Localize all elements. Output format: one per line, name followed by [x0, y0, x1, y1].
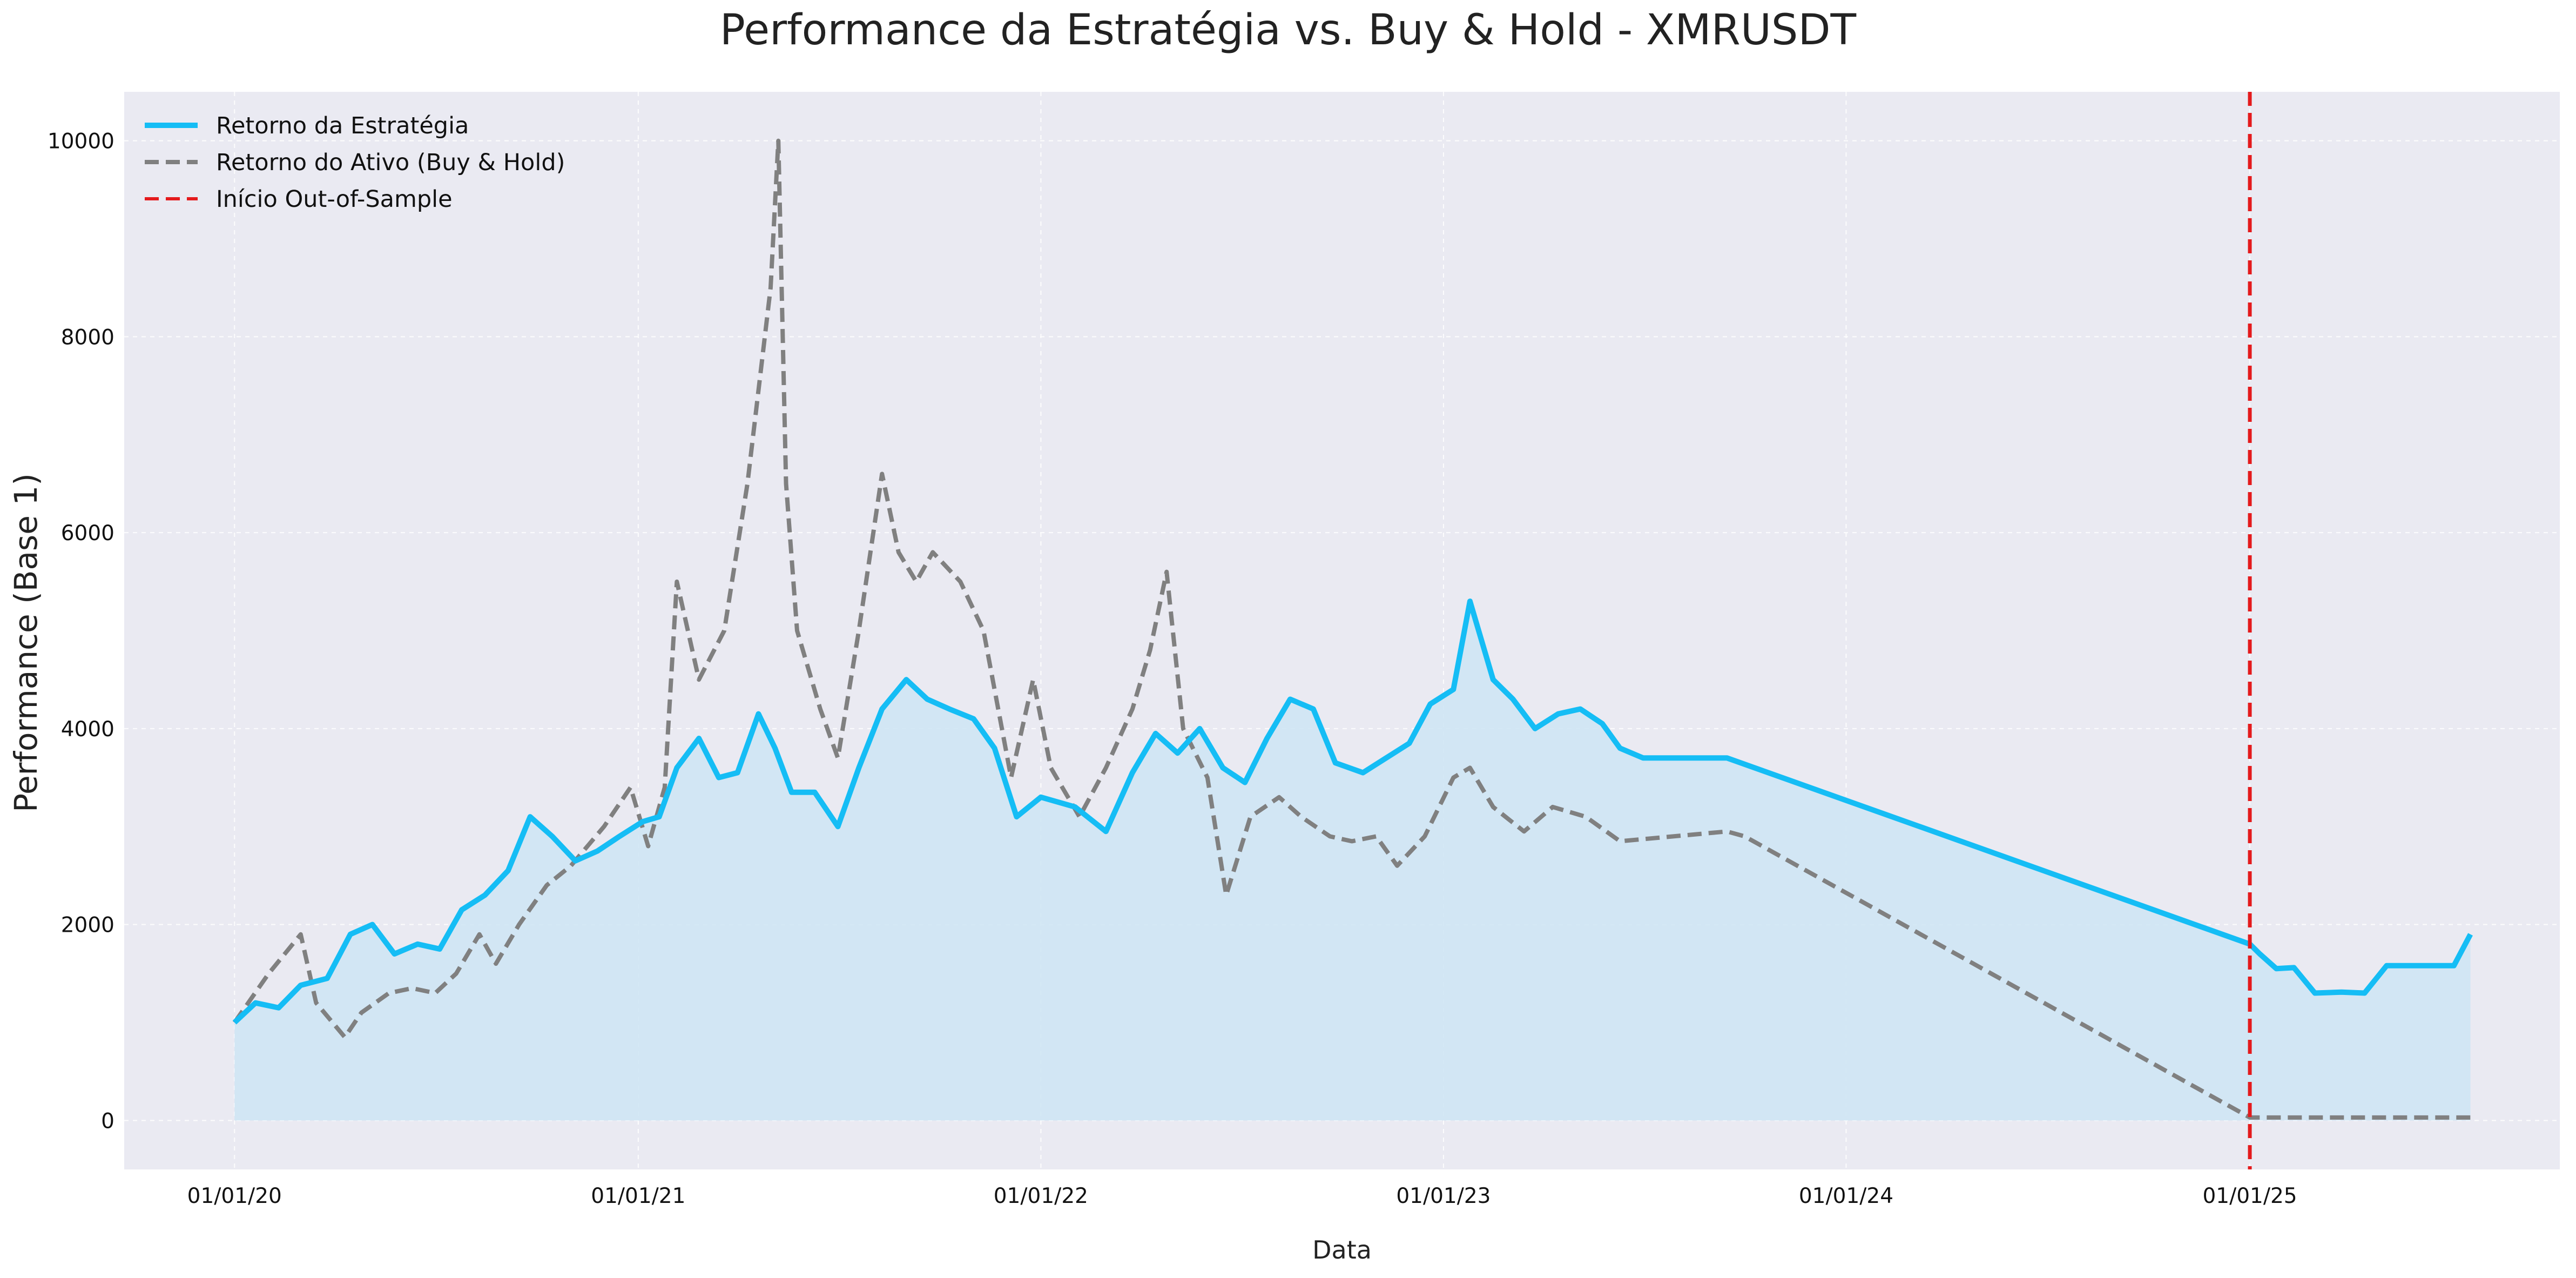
x-tick-label-2: 01/01/22 — [994, 1184, 1088, 1208]
x-axis-label: Data — [1312, 1235, 1372, 1264]
y-tick-label-3: 6000 — [61, 521, 114, 546]
y-axis-ticks: 0 2000 4000 6000 8000 10000 — [48, 130, 114, 1134]
x-tick-label-3: 01/01/23 — [1396, 1184, 1491, 1208]
legend: Retorno da Estratégia Retorno do Ativo (B… — [145, 112, 565, 213]
x-axis-ticks: 01/01/20 01/01/21 01/01/22 01/01/23 01/01/24… — [187, 1184, 2297, 1208]
strategy-area-fill — [234, 601, 2471, 1121]
chart-title: Performance da Estratégia vs. Buy & Hold… — [720, 6, 1857, 55]
legend-label-2: Início Out-of-Sample — [216, 186, 453, 213]
strategy-fill — [234, 601, 2471, 1121]
strategy-return-line — [232, 598, 2473, 1025]
x-tick-label-4: 01/01/24 — [1799, 1184, 1893, 1208]
x-tick-label-0: 01/01/20 — [187, 1184, 282, 1208]
legend-label-0: Retorno da Estratégia — [216, 112, 469, 139]
x-tick-label-1: 01/01/21 — [591, 1184, 685, 1208]
y-tick-label-0: 0 — [101, 1109, 114, 1133]
y-tick-label-4: 8000 — [61, 325, 114, 349]
y-axis-label: Performance (Base 1) — [8, 473, 44, 812]
series-lines — [232, 138, 2473, 1120]
x-tick-label-5: 01/01/25 — [2202, 1184, 2297, 1208]
y-tick-label-1: 2000 — [61, 913, 114, 938]
asset-return-line — [232, 138, 2471, 1120]
y-tick-label-5: 10000 — [48, 130, 114, 154]
legend-label-1: Retorno do Ativo (Buy & Hold) — [216, 149, 565, 176]
y-tick-label-2: 4000 — [61, 717, 114, 742]
